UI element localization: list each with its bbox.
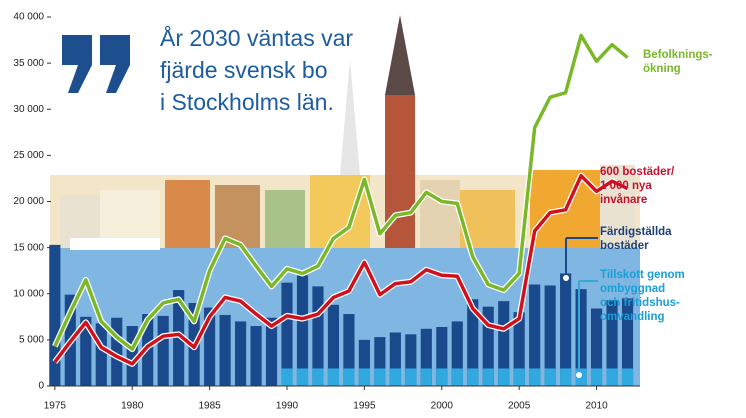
bar (405, 368, 417, 386)
bar (544, 368, 556, 386)
bar (312, 286, 324, 386)
legend-label: omvandling (600, 311, 665, 323)
bar (126, 326, 138, 386)
y-tick-label: 35 000 (13, 58, 44, 69)
bar (296, 368, 309, 386)
bar (49, 244, 61, 386)
bar (482, 368, 494, 386)
bar (451, 321, 463, 386)
bar (389, 332, 401, 386)
bar (312, 368, 324, 386)
legend-label: och fritidshus- (600, 297, 680, 309)
x-tick-label: 1995 (353, 401, 376, 412)
line (53, 33, 629, 351)
bar (544, 285, 556, 386)
bar (157, 315, 169, 386)
bar (606, 300, 618, 386)
x-tick-label: 2000 (431, 401, 454, 412)
bar (204, 307, 216, 386)
bar (343, 368, 355, 386)
bar (621, 298, 634, 386)
quote-line: År 2030 väntas var (160, 24, 353, 51)
bar (358, 339, 370, 386)
legend-label: Befolknings- (643, 49, 713, 61)
y-tick-label: 15 000 (13, 242, 44, 253)
bar (327, 304, 340, 386)
bar (405, 334, 417, 386)
bar (560, 273, 572, 386)
x-tick-label: 1975 (44, 401, 67, 412)
bar (281, 282, 293, 386)
bar (529, 284, 541, 386)
bar (343, 314, 355, 386)
bar (451, 368, 463, 386)
bar (420, 368, 432, 386)
bar (327, 368, 340, 386)
bar (219, 314, 231, 386)
y-tick-label: 40 000 (13, 12, 44, 23)
legend-label: Färdigställda (600, 226, 672, 238)
y-tick-label: 25 000 (13, 150, 44, 161)
legend-label: bostäder (600, 240, 649, 252)
bar (234, 321, 247, 386)
bar (467, 368, 479, 386)
bar (621, 368, 634, 386)
bar (296, 275, 309, 386)
x-tick-label: 1980 (121, 401, 144, 412)
bar (281, 368, 293, 386)
legend-pins (563, 237, 598, 378)
x-tick-label: 2010 (585, 401, 608, 412)
line (53, 173, 629, 366)
bar (513, 368, 525, 386)
legend-label: Tillskott genom (600, 269, 685, 281)
bar (513, 312, 525, 386)
x-tick-label: 2005 (508, 401, 531, 412)
bar (358, 368, 370, 386)
legend-label: 600 bostäder/ (600, 166, 675, 178)
bar (111, 317, 123, 386)
bar (529, 368, 541, 386)
bar (575, 289, 587, 386)
bar (498, 368, 510, 386)
bar (436, 326, 448, 386)
y-tick-label: 20 000 (13, 196, 44, 207)
legend-label: ombyggnad (600, 283, 665, 295)
bar (467, 299, 479, 386)
legend-label: 1 000 nya (600, 180, 652, 192)
bar (80, 316, 92, 386)
bar (498, 301, 510, 386)
bar (374, 368, 386, 386)
quote-line: fjärde svensk bo (160, 57, 327, 83)
bar (590, 368, 603, 386)
y-tick-label: 30 000 (13, 104, 44, 115)
x-tick-label: 1990 (276, 401, 299, 412)
plot (49, 32, 634, 386)
quote-line: i Stockholms län. (160, 89, 334, 115)
legend-label: invånare (600, 194, 647, 206)
bar (575, 368, 587, 386)
bar (250, 326, 262, 386)
bar (389, 368, 401, 386)
legend-label: ökning (643, 63, 681, 75)
bar (374, 337, 386, 386)
bar (590, 308, 603, 386)
bar (420, 328, 432, 386)
bar (95, 323, 107, 386)
y-tick-label: 0 (38, 381, 44, 392)
bar (560, 368, 572, 386)
x-tick-label: 1985 (198, 401, 221, 412)
bar (482, 306, 494, 386)
bar (606, 368, 618, 386)
bar (436, 368, 448, 386)
y-tick-label: 5 000 (19, 335, 44, 346)
bar (265, 317, 278, 386)
y-tick-label: 10 000 (13, 288, 44, 299)
